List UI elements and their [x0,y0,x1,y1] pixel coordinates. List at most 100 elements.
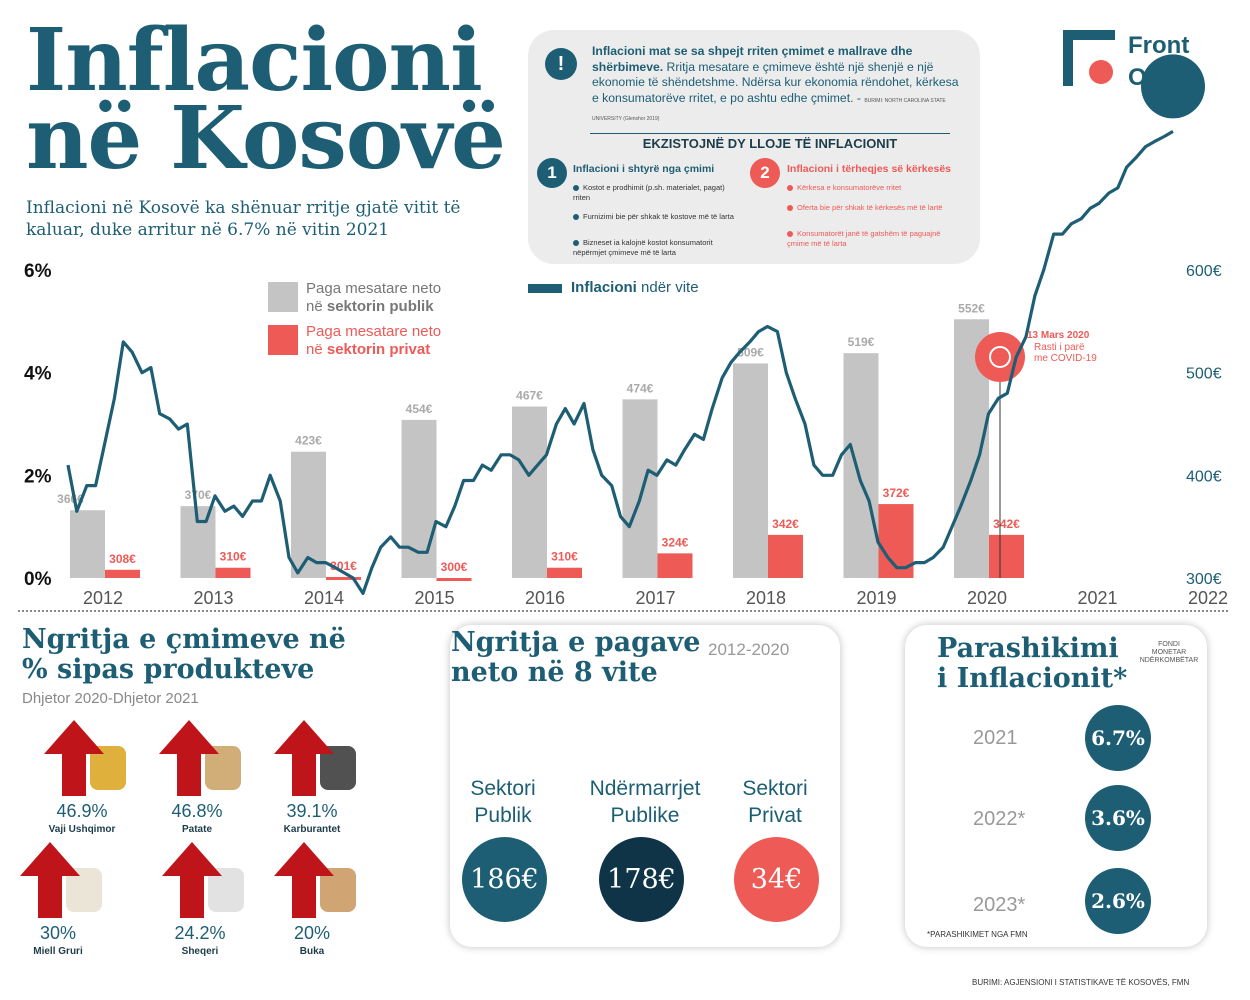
product-pct: 24.2% [174,923,226,943]
product-name: Sheqeri [181,946,219,957]
legend-swatch-public [268,282,298,312]
private-wage-bar [768,534,803,578]
page-subtitle: Inflacioni në Kosovë ka shënuar rritje g… [26,198,461,240]
public-wage-bar [70,510,105,578]
public-wage-label: 552€ [958,301,985,315]
product-name: Patate [181,824,212,835]
covid-text: Rasti i parë me COVID-19 [1034,342,1097,364]
type1-item: Furnizimi bie për shkak të kostove më të… [573,212,738,222]
private-wage-label: 342€ [772,517,799,531]
x-tick: 2017 [635,588,675,608]
products-title: Ngritja e çmimeve në % sipas produkteve [22,624,346,685]
product-name: Vaji Ushqimor [48,824,116,835]
x-tick: 2021 [1077,588,1117,608]
product-name: Karburantet [283,824,341,835]
private-wage-bar [657,553,693,578]
private-wage-label: 324€ [662,535,689,549]
forecast-value: 3.6% [1085,785,1151,851]
forecast-title: Parashikimi i Inflacionit* [937,633,1128,694]
public-wage-label: 519€ [848,335,875,349]
wage-col-header: Sektori Privat [742,777,808,827]
legend-swatch-private [268,325,298,355]
y-right-tick: 600€ [1186,263,1222,280]
products-period: Dhjetor 2020-Dhjetor 2021 [22,690,199,707]
type1-item: Bizneset ia kalojnë kostot konsumatorit … [573,238,713,257]
type2-title: Inflacioni i tërheqjes së kërkesës [787,163,952,175]
y-right-tick: 300€ [1186,571,1222,588]
type2-item: Oferta bie për shkak të kërkesës më të l… [787,203,947,213]
public-wage-label: 454€ [406,402,433,416]
private-wage-bar [547,567,582,578]
public-wage-bar [622,399,658,578]
y-left-tick: 2% [24,466,52,487]
product-pct: 46.9% [56,801,108,821]
public-wage-bar [733,363,768,578]
product-name: Buka [299,946,325,957]
private-wage-label: 308€ [109,552,136,566]
wage-value-enterprises: 178€ [599,837,684,922]
wages-title: Ngritja e pagave neto në 8 vite [451,627,701,688]
private-wage-bar [989,534,1024,578]
x-tick: 2014 [304,588,344,608]
product-pct: 46.8% [171,801,223,821]
public-wage-bar [843,353,879,578]
legend-public: Paga mesatare neto në sektorin publik [306,280,442,315]
public-wage-bars: 366€ 370€423€454€467€474€509€519€552€ [57,301,989,578]
x-tick: 2015 [414,588,454,608]
covid-virus-icon-core [989,346,1011,368]
legend-inflation: Inflacioni ndër vite [571,279,699,296]
public-wage-bar [512,406,547,578]
page-title: Inflacioni në Kosovë [26,10,506,189]
x-tick: 2020 [967,588,1007,608]
forecast-year: 2023* [973,894,1026,916]
x-tick: 2012 [83,588,123,608]
y-left-tick: 0% [24,569,52,590]
type2-badge: 2 [750,158,780,188]
type1-title: Inflacioni i shtyrë nga çmimi [573,163,715,175]
private-wage-label: 310€ [220,550,247,564]
type1-item: Kostot e prodhimit (p.sh. materialet, pa… [573,183,725,202]
front-online-logo [1063,30,1115,86]
y-left-tick: 4% [24,364,52,385]
up-arrow-icon [274,720,356,796]
private-wage-bar [105,569,140,578]
product-pct: 20% [293,923,331,943]
x-tick: 2013 [193,588,233,608]
up-arrow-icon [159,720,241,796]
public-wage-label: 474€ [627,381,654,395]
forecast-year: 2021 [973,727,1018,749]
product-pct: 39.1% [286,801,338,821]
fmn-label: FONDI MONETAR NDËRKOMBËTAR [1139,641,1199,664]
private-wage-bar [215,567,251,578]
wage-col-header: Ndërmarrjet Publike [589,777,701,827]
product-name: Miell Gruri [33,946,83,957]
up-arrow-icon [274,842,356,918]
type1-badge: 1 [537,158,567,188]
public-wage-bar [401,419,437,578]
info-definition: Inflacioni mat se sa shpejt rriten çmime… [592,44,959,122]
public-wage-label: 370€ [185,488,212,502]
footer-source: BURIMI: AGJENSIONI I STATISTIKAVE TË KOS… [972,978,1190,987]
public-wage-label: 366€ [57,492,84,506]
type2-item: Kërkesa e konsumatorëve rritet [787,183,957,193]
types-title: EKZISTOJNË DY LLOJE TË INFLACIONIT [590,133,950,151]
private-wage-bar [436,578,472,581]
up-arrow-icon [44,720,126,796]
private-wage-label: 310€ [551,550,578,564]
exclamation-icon: ! [545,48,577,80]
x-tick: 2022 [1188,588,1228,608]
public-wage-label: 467€ [516,389,543,403]
legend-private: Paga mesatare neto në sektorin privat [306,323,442,358]
y-right-tick: 400€ [1186,468,1222,485]
up-arrow-icon [20,842,102,918]
private-wage-label: 300€ [441,560,468,574]
forecast-note: *PARASHIKIMET NGA FMN [927,930,1028,939]
inflation-end-label: 6.7% [1180,207,1226,227]
private-wage-label: 342€ [993,517,1020,531]
info-box [528,30,980,264]
forecast-card [905,625,1207,947]
legend-swatch-inflation [528,284,562,293]
wages-period: 2012-2020 [708,640,790,659]
x-tick: 2018 [746,588,786,608]
private-wage-bar [326,576,361,580]
